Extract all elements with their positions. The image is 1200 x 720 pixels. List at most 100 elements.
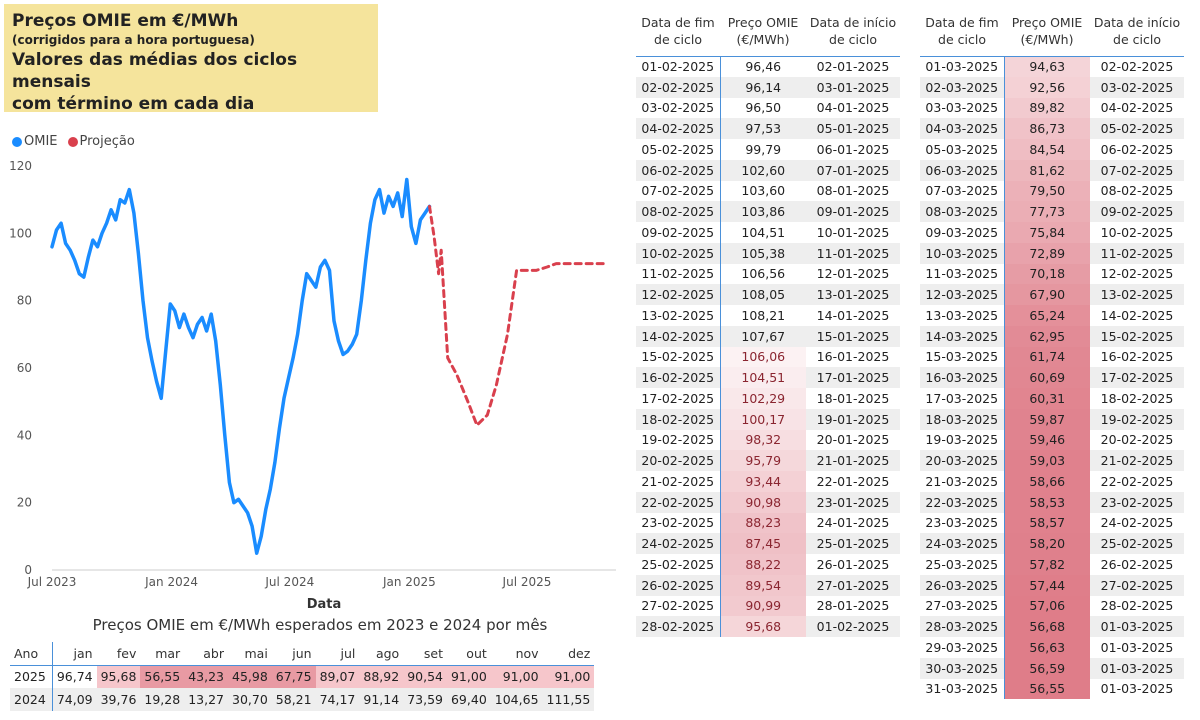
monthly-cell: 73,59 xyxy=(403,688,447,711)
cell-price: 100,17 xyxy=(720,408,806,430)
table-row: 05-03-2025 84,54 06-02-2025 xyxy=(920,139,1184,160)
monthly-header-cell: dez xyxy=(542,642,595,666)
cell-price: 89,54 xyxy=(720,574,806,596)
cell-start-date: 19-01-2025 xyxy=(806,408,900,430)
monthly-header-cell: mai xyxy=(228,642,272,666)
monthly-cell: 95,68 xyxy=(96,665,141,688)
monthly-header-cell: out xyxy=(446,642,491,666)
cell-end-date: 22-03-2025 xyxy=(920,491,1005,513)
cell-start-date: 27-01-2025 xyxy=(806,574,900,596)
cell-end-date: 05-03-2025 xyxy=(920,139,1005,160)
mar-header-price: Preço OMIE (€/MWh) xyxy=(1004,6,1090,57)
table-row: 29-03-2025 56,63 01-03-2025 xyxy=(920,637,1184,658)
monthly-header-cell: jun xyxy=(271,642,316,666)
cell-end-date: 01-03-2025 xyxy=(920,56,1005,77)
line-chart: 0 20 40 60 80 100 120 Jul 2023 Jan 2024 Jul 2024 J… xyxy=(9,159,616,612)
cell-end-date: 04-03-2025 xyxy=(920,118,1005,139)
cell-start-date: 25-02-2025 xyxy=(1090,533,1184,554)
cell-start-date: 23-01-2025 xyxy=(806,491,900,513)
monthly-header-cell: fev xyxy=(96,642,141,666)
cell-start-date: 18-01-2025 xyxy=(816,390,890,406)
cell-end-date: 15-03-2025 xyxy=(920,346,1005,368)
table-row: 08-02-2025 103,86 09-01-2025 xyxy=(636,201,900,222)
cell-end-date: 02-02-2025 xyxy=(636,76,721,98)
table-row: 16-03-2025 60,69 17-02-2025 xyxy=(920,367,1184,388)
cell-price: 88,23 xyxy=(720,512,806,534)
legend-item-omie[interactable]: OMIE xyxy=(12,134,58,149)
cell-start-date: 28-01-2025 xyxy=(816,598,890,614)
cell-start-date: 08-02-2025 xyxy=(1100,183,1174,199)
cell-price: 95,68 xyxy=(720,616,806,637)
cell-price: 90,99 xyxy=(720,595,806,617)
cell-start-date: 13-01-2025 xyxy=(806,284,900,305)
cell-end-date: 12-02-2025 xyxy=(636,284,721,305)
table-row: 19-03-2025 59,46 20-02-2025 xyxy=(920,429,1184,451)
cell-start-date: 12-02-2025 xyxy=(1100,266,1174,282)
cell-end-date: 08-03-2025 xyxy=(920,201,1005,222)
table-row: 21-02-2025 93,44 22-01-2025 xyxy=(636,471,900,492)
cell-start-date: 20-02-2025 xyxy=(1100,432,1174,448)
cell-end-date: 06-02-2025 xyxy=(636,159,721,181)
table-row: 01-02-2025 96,46 02-01-2025 xyxy=(636,56,900,77)
cell-end-date: 15-02-2025 xyxy=(636,346,721,368)
monthly-cell: 91,00 xyxy=(446,665,491,688)
cell-end-date: 12-03-2025 xyxy=(920,284,1005,305)
cell-price: 106,06 xyxy=(720,346,806,368)
x-axis-title: Data xyxy=(307,597,342,612)
cell-start-date: 10-01-2025 xyxy=(816,224,890,240)
table-row: 20-03-2025 59,03 21-02-2025 xyxy=(920,450,1184,471)
cell-price: 57,44 xyxy=(1004,574,1090,596)
cell-start-date: 06-01-2025 xyxy=(816,141,890,157)
table-row: 30-03-2025 56,59 01-03-2025 xyxy=(920,657,1184,679)
monthly-cell: 96,74 xyxy=(56,669,93,685)
monthly-cell: 90,54 xyxy=(403,665,447,688)
legend-item-projecao[interactable]: Projeção xyxy=(67,134,135,149)
cell-start-date: 03-01-2025 xyxy=(806,76,900,98)
cell-price: 58,57 xyxy=(1004,512,1090,534)
legend-dot-projecao xyxy=(67,136,78,147)
cell-end-date: 26-02-2025 xyxy=(636,574,721,596)
monthly-cell: 91,00 xyxy=(490,665,543,688)
cell-end-date: 31-03-2025 xyxy=(920,678,1005,700)
title-line-3: Valores das médias dos ciclos mensais xyxy=(12,50,298,92)
feb-header-start-date: Data de início de ciclo xyxy=(806,6,900,57)
cell-price: 95,79 xyxy=(720,450,806,471)
monthly-header-cell: abr xyxy=(184,642,228,666)
cell-end-date: 21-03-2025 xyxy=(920,471,1005,492)
cell-price: 56,59 xyxy=(1004,657,1090,679)
cell-end-date: 03-03-2025 xyxy=(920,97,1005,119)
table-row: 15-02-2025 106,06 16-01-2025 xyxy=(636,346,900,368)
monthly-header-cell: jan xyxy=(52,642,97,666)
cell-start-date: 15-02-2025 xyxy=(1090,325,1184,347)
table-row: 19-02-2025 98,32 20-01-2025 xyxy=(636,429,900,451)
cell-start-date: 14-01-2025 xyxy=(816,307,890,323)
cell-price: 97,53 xyxy=(720,118,806,139)
cell-price: 96,50 xyxy=(745,100,782,116)
table-row: 31-03-2025 56,55 01-03-2025 xyxy=(920,678,1184,700)
cell-end-date: 11-02-2025 xyxy=(636,263,721,285)
cell-price: 96,14 xyxy=(720,76,806,98)
y-tick-label: 80 xyxy=(17,294,32,308)
cell-end-date: 27-03-2025 xyxy=(920,595,1005,617)
cell-start-date: 13-02-2025 xyxy=(1090,284,1184,305)
monthly-header-cell: nov xyxy=(490,642,543,666)
cell-start-date: 08-01-2025 xyxy=(816,183,890,199)
monthly-header-row: Ano jan fev mar abr mai jun jul ago set out nov dez xyxy=(10,642,595,666)
cell-price: 104,51 xyxy=(720,367,806,388)
cell-start-date: 18-02-2025 xyxy=(1100,390,1174,406)
cell-start-date: 28-02-2025 xyxy=(1100,598,1174,614)
cell-price: 108,21 xyxy=(741,307,786,323)
table-row: 08-03-2025 77,73 09-02-2025 xyxy=(920,201,1184,222)
table-row: 10-03-2025 72,89 11-02-2025 xyxy=(920,242,1184,264)
cell-end-date: 07-03-2025 xyxy=(920,180,1005,202)
cell-end-date: 30-03-2025 xyxy=(920,657,1005,679)
cell-price: 88,22 xyxy=(720,554,806,575)
cell-end-date: 10-03-2025 xyxy=(920,242,1005,264)
table-row: 14-02-2025 107,67 15-01-2025 xyxy=(636,325,900,347)
cell-price: 103,86 xyxy=(720,201,806,222)
february-cycles-table: Data de fim de ciclo Preço OMIE (€/MWh) … xyxy=(636,6,900,637)
monthly-cell: 2024 xyxy=(10,688,53,711)
monthly-header-cell: set xyxy=(403,642,447,666)
cell-price: 57,82 xyxy=(1004,554,1090,575)
cell-start-date: 21-01-2025 xyxy=(806,450,900,471)
